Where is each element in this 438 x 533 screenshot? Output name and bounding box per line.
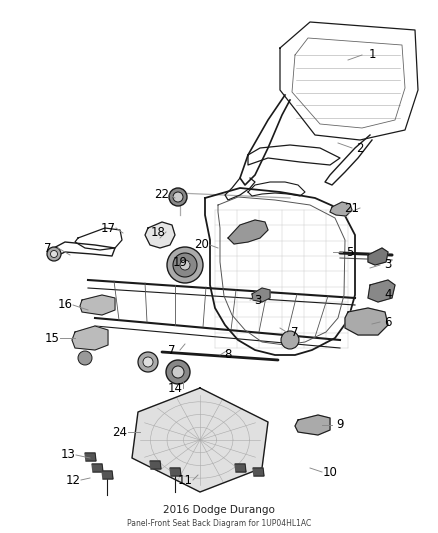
Circle shape bbox=[78, 351, 92, 365]
Polygon shape bbox=[252, 288, 270, 302]
Text: Panel-Front Seat Back Diagram for 1UP04HL1AC: Panel-Front Seat Back Diagram for 1UP04H… bbox=[127, 519, 311, 528]
Circle shape bbox=[169, 188, 187, 206]
Polygon shape bbox=[253, 468, 264, 476]
Text: 10: 10 bbox=[322, 465, 337, 479]
Circle shape bbox=[281, 331, 299, 349]
Text: 21: 21 bbox=[345, 201, 360, 214]
Text: 14: 14 bbox=[167, 382, 183, 394]
Text: 6: 6 bbox=[384, 316, 392, 328]
Text: 16: 16 bbox=[57, 298, 73, 311]
Circle shape bbox=[173, 253, 197, 277]
Text: 17: 17 bbox=[100, 222, 116, 235]
Text: 19: 19 bbox=[173, 255, 187, 269]
Polygon shape bbox=[170, 468, 181, 476]
Circle shape bbox=[173, 192, 183, 202]
Text: 13: 13 bbox=[60, 448, 75, 462]
Polygon shape bbox=[102, 471, 113, 479]
Circle shape bbox=[180, 260, 190, 270]
Text: 1: 1 bbox=[368, 49, 376, 61]
Circle shape bbox=[138, 352, 158, 372]
Text: 9: 9 bbox=[336, 418, 344, 432]
Text: 2: 2 bbox=[356, 141, 364, 155]
Polygon shape bbox=[92, 464, 103, 472]
Polygon shape bbox=[345, 308, 388, 335]
Text: 7: 7 bbox=[291, 327, 299, 340]
Text: 3: 3 bbox=[254, 294, 261, 306]
Text: 5: 5 bbox=[346, 246, 354, 259]
Text: 7: 7 bbox=[168, 343, 176, 357]
Text: 2016 Dodge Durango: 2016 Dodge Durango bbox=[163, 505, 275, 515]
Text: 15: 15 bbox=[45, 332, 60, 344]
Text: 18: 18 bbox=[151, 225, 166, 238]
Polygon shape bbox=[85, 453, 96, 461]
Polygon shape bbox=[80, 295, 115, 315]
Text: 12: 12 bbox=[66, 473, 81, 487]
Text: 24: 24 bbox=[113, 425, 127, 439]
Polygon shape bbox=[368, 248, 388, 265]
Polygon shape bbox=[150, 461, 161, 469]
Text: 22: 22 bbox=[155, 189, 170, 201]
Polygon shape bbox=[72, 326, 108, 350]
Circle shape bbox=[172, 366, 184, 378]
Circle shape bbox=[166, 360, 190, 384]
Polygon shape bbox=[368, 280, 395, 302]
Polygon shape bbox=[295, 415, 330, 435]
Text: 4: 4 bbox=[384, 288, 392, 302]
Text: 20: 20 bbox=[194, 238, 209, 252]
Text: 3: 3 bbox=[384, 259, 392, 271]
Text: 7: 7 bbox=[44, 241, 52, 254]
Circle shape bbox=[47, 247, 61, 261]
Circle shape bbox=[167, 247, 203, 283]
Polygon shape bbox=[330, 202, 352, 216]
Polygon shape bbox=[228, 220, 268, 244]
Text: 8: 8 bbox=[224, 349, 232, 361]
Polygon shape bbox=[235, 464, 246, 472]
Polygon shape bbox=[132, 388, 268, 492]
Text: 11: 11 bbox=[177, 473, 192, 487]
Polygon shape bbox=[145, 222, 175, 248]
Circle shape bbox=[50, 251, 57, 257]
Circle shape bbox=[143, 357, 153, 367]
